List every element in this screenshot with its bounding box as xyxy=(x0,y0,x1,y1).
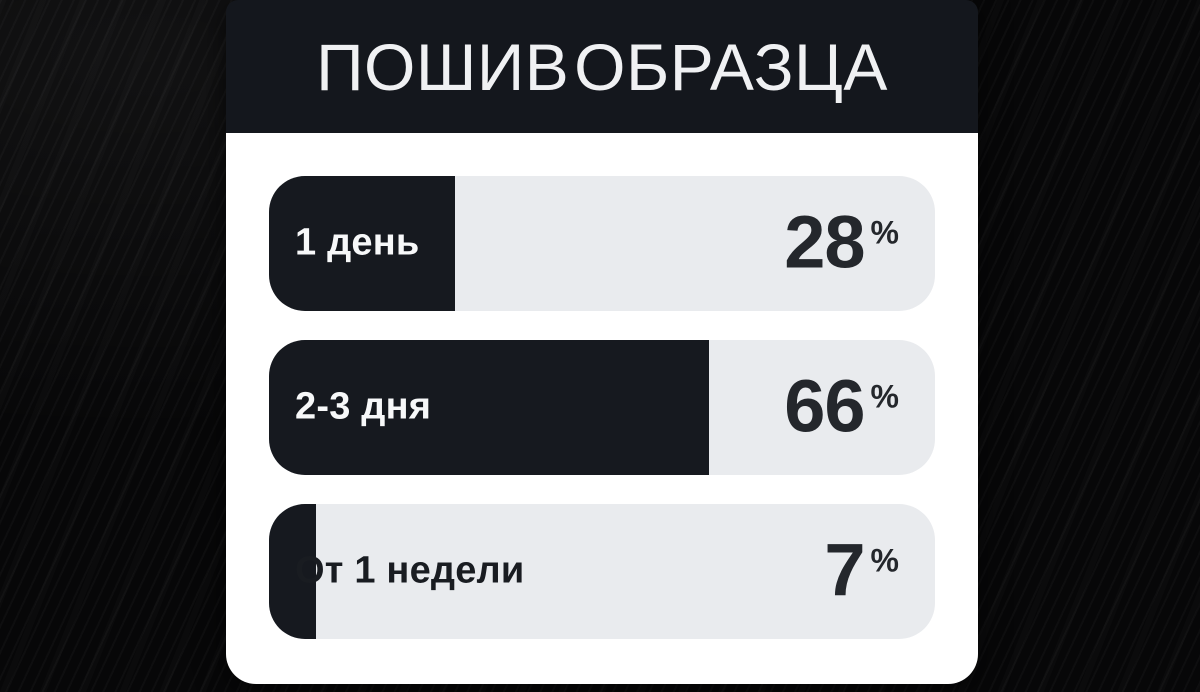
bar-label: 2-3 дня xyxy=(295,385,432,428)
bar-fill xyxy=(269,176,456,311)
bar-row-from-1-week: От 1 недели 7 % xyxy=(269,504,935,639)
bar-row-2-3-days: 2-3 дня 66 % xyxy=(269,340,935,475)
poll-card: ПОШИВ ОБРАЗЦА 1 день 28 % 2-3 дня 66 % xyxy=(226,0,978,684)
percent-sign: % xyxy=(870,542,899,579)
bar-value: 28 % xyxy=(784,205,899,279)
bar-value-number: 28 xyxy=(784,200,865,284)
bar-value-number: 66 xyxy=(784,364,865,448)
bar-label: От 1 недели xyxy=(295,549,525,592)
card-header: ПОШИВ ОБРАЗЦА xyxy=(226,0,978,133)
percent-sign: % xyxy=(870,378,899,415)
bar-row-1-day: 1 день 28 % xyxy=(269,176,935,311)
bar-label: 1 день xyxy=(295,221,420,264)
bar-fill xyxy=(269,340,709,475)
bar-fill xyxy=(269,504,316,639)
page-title: ПОШИВ ОБРАЗЦА xyxy=(316,29,888,104)
bar-value: 7 % xyxy=(824,533,899,607)
percent-sign: % xyxy=(870,214,899,251)
bar-value-number: 7 xyxy=(824,528,865,612)
card-body: 1 день 28 % 2-3 дня 66 % От 1 недели 7 xyxy=(226,133,978,684)
bar-value: 66 % xyxy=(784,369,899,443)
